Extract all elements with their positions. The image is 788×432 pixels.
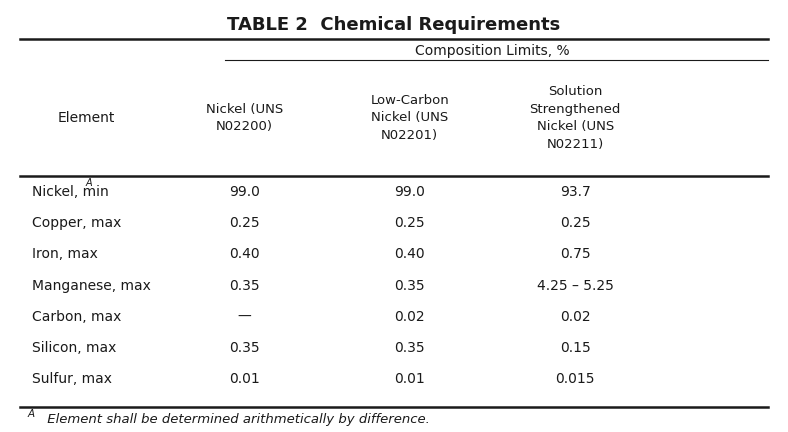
Text: —: — — [237, 310, 251, 324]
Text: 99.0: 99.0 — [229, 185, 260, 199]
Text: Element shall be determined arithmetically by difference.: Element shall be determined arithmetical… — [43, 413, 430, 426]
Text: 0.35: 0.35 — [229, 279, 259, 292]
Text: 4.25 – 5.25: 4.25 – 5.25 — [537, 279, 614, 292]
Text: Nickel (UNS
N02200): Nickel (UNS N02200) — [206, 103, 283, 133]
Text: Carbon, max: Carbon, max — [32, 310, 121, 324]
Text: 0.25: 0.25 — [395, 216, 425, 230]
Text: Copper, max: Copper, max — [32, 216, 121, 230]
Text: Solution
Strengthened
Nickel (UNS
N02211): Solution Strengthened Nickel (UNS N02211… — [530, 85, 621, 151]
Text: 0.35: 0.35 — [395, 279, 425, 292]
Text: 0.01: 0.01 — [394, 372, 426, 386]
Text: Manganese, max: Manganese, max — [32, 279, 151, 292]
Text: 0.15: 0.15 — [559, 341, 591, 355]
Text: Silicon, max: Silicon, max — [32, 341, 116, 355]
Text: 0.02: 0.02 — [395, 310, 425, 324]
Text: 0.25: 0.25 — [229, 216, 259, 230]
Text: 0.35: 0.35 — [229, 341, 259, 355]
Text: 0.75: 0.75 — [560, 248, 590, 261]
Text: Composition Limits, %: Composition Limits, % — [415, 44, 570, 57]
Text: Nickel, min: Nickel, min — [32, 185, 108, 199]
Text: A: A — [85, 178, 92, 188]
Text: Sulfur, max: Sulfur, max — [32, 372, 112, 386]
Text: 0.40: 0.40 — [395, 248, 425, 261]
Text: A: A — [28, 409, 35, 419]
Text: 0.015: 0.015 — [556, 372, 595, 386]
Text: 0.35: 0.35 — [395, 341, 425, 355]
Text: Element: Element — [58, 111, 115, 125]
Text: 0.25: 0.25 — [560, 216, 590, 230]
Text: 0.01: 0.01 — [229, 372, 260, 386]
Text: 0.40: 0.40 — [229, 248, 259, 261]
Text: TABLE 2  Chemical Requirements: TABLE 2 Chemical Requirements — [228, 16, 560, 35]
Text: 0.02: 0.02 — [560, 310, 590, 324]
Text: Low-Carbon
Nickel (UNS
N02201): Low-Carbon Nickel (UNS N02201) — [370, 94, 449, 142]
Text: 93.7: 93.7 — [559, 185, 591, 199]
Text: 99.0: 99.0 — [394, 185, 426, 199]
Text: Iron, max: Iron, max — [32, 248, 98, 261]
